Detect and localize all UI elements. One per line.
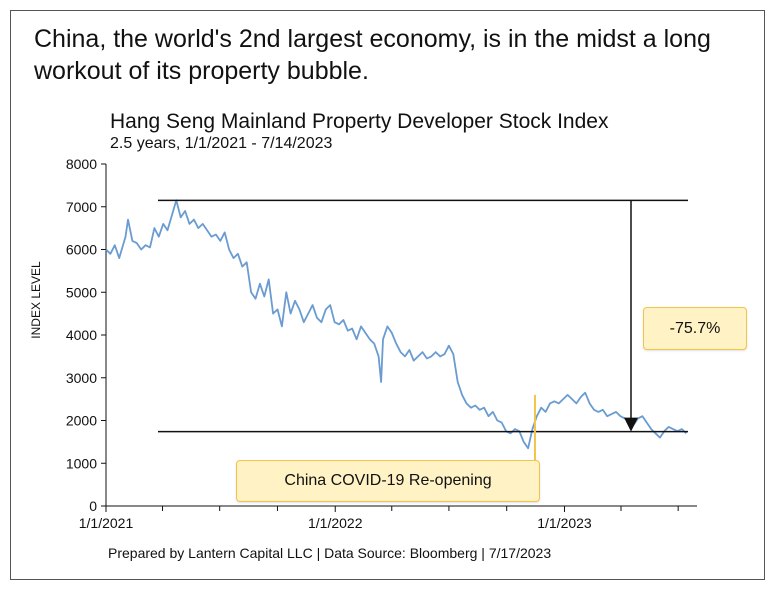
y-tick-label: 7000 [66, 199, 97, 215]
decline-percent-label: -75.7% [669, 319, 721, 337]
y-tick-label: 6000 [66, 242, 97, 258]
x-tick-label: 1/1/2022 [308, 515, 363, 531]
y-tick-label: 2000 [66, 413, 97, 429]
y-axis-ticks: 0 1000 2000 3000 4000 5000 6000 7000 8000 [66, 156, 106, 514]
x-tick-label: 1/1/2023 [537, 515, 592, 531]
reopening-label: China COVID-19 Re-opening [284, 472, 492, 489]
y-tick-label: 1000 [66, 455, 97, 471]
y-axis-label: INDEX LEVEL [29, 261, 43, 339]
decline-percent-callout: -75.7% [643, 307, 747, 350]
x-axis-ticks: 1/1/2021 1/1/2022 1/1/2023 [79, 506, 679, 531]
headline: China, the world's 2nd largest economy, … [34, 25, 711, 85]
chart-title: Hang Seng Mainland Property Developer St… [110, 110, 609, 133]
reopening-callout: China COVID-19 Re-opening [236, 460, 540, 502]
y-tick-label: 3000 [66, 370, 97, 386]
decline-arrowhead [624, 417, 638, 432]
y-tick-label: 0 [89, 498, 97, 514]
chart-subtitle: 2.5 years, 1/1/2021 - 7/14/2023 [110, 135, 333, 152]
footer-source: Prepared by Lantern Capital LLC | Data S… [108, 545, 552, 561]
y-tick-label: 4000 [66, 327, 97, 343]
y-tick-label: 8000 [66, 156, 97, 172]
y-tick-label: 5000 [66, 284, 97, 300]
x-tick-label: 1/1/2021 [79, 515, 134, 531]
series-line-hang-seng-index [105, 199, 687, 450]
